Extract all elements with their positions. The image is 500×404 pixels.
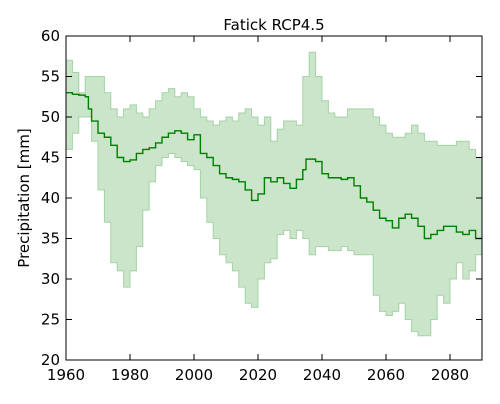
tick-layer: 1960 1980 2000 2020 2040 2060 2080 20 25 30 35 40 45… bbox=[41, 27, 482, 384]
chart-title: Fatick RCP4.5 bbox=[223, 16, 324, 34]
y-tick-label: 35 bbox=[41, 230, 60, 248]
x-tick-label: 2000 bbox=[175, 366, 213, 384]
y-tick-label: 60 bbox=[41, 27, 60, 45]
x-tick-label: 1960 bbox=[47, 366, 85, 384]
y-axis-label: Precipitation [mm] bbox=[15, 128, 33, 267]
x-tick-label: 2040 bbox=[303, 366, 341, 384]
y-tick-label: 30 bbox=[41, 270, 60, 288]
range-band-layer bbox=[65, 51, 483, 337]
y-tick-label: 20 bbox=[41, 351, 60, 369]
median-line-layer bbox=[66, 92, 482, 240]
y-tick-label: 50 bbox=[41, 108, 60, 126]
y-tick-label: 55 bbox=[41, 68, 60, 86]
x-tick-label: 1980 bbox=[111, 366, 149, 384]
y-tick-label: 25 bbox=[41, 311, 60, 329]
x-tick-label: 2080 bbox=[431, 366, 469, 384]
median-line bbox=[66, 92, 482, 240]
x-tick-label: 2060 bbox=[367, 366, 405, 384]
x-tick-label: 2020 bbox=[239, 366, 277, 384]
y-tick-label: 45 bbox=[41, 149, 60, 167]
range-band bbox=[65, 51, 483, 337]
y-tick-label: 40 bbox=[41, 189, 60, 207]
